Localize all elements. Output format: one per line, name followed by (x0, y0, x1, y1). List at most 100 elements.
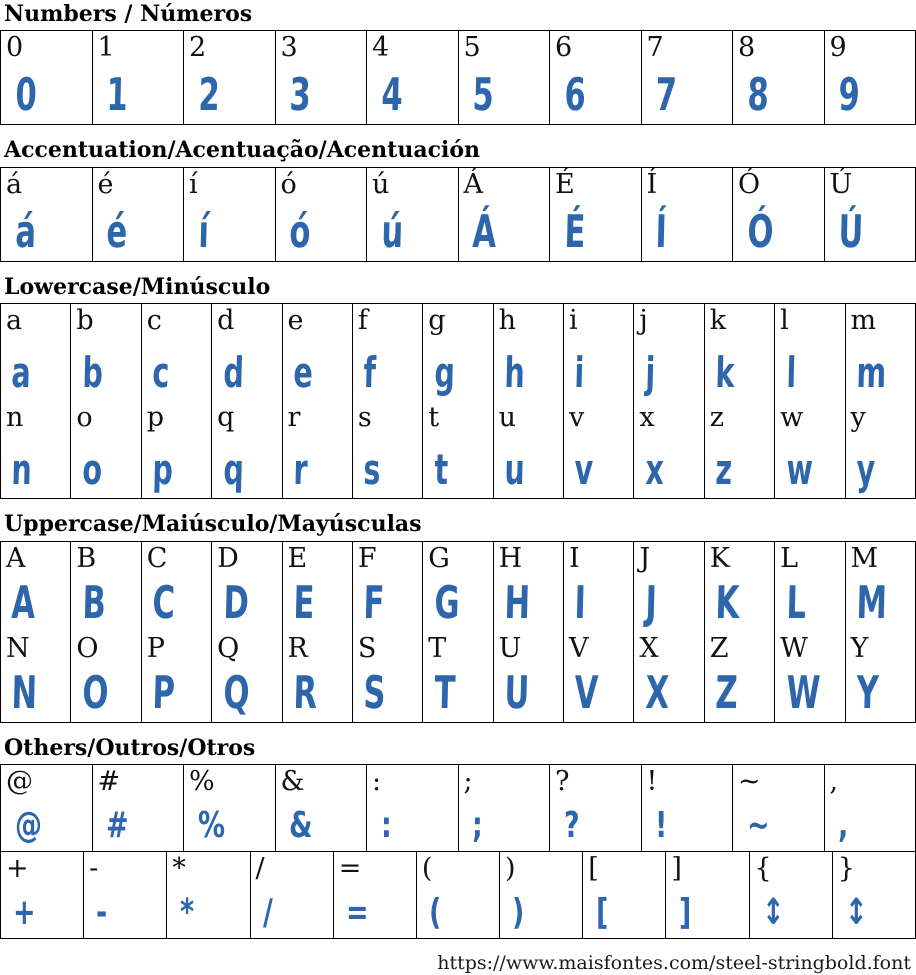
reference-character: P (146, 633, 165, 665)
font-preview-glyph: ~ (746, 805, 770, 847)
font-preview-glyph: 3 (288, 68, 312, 122)
font-preview-glyph: 9 (837, 68, 861, 122)
reference-character: } (837, 852, 855, 884)
reference-character: V (569, 633, 589, 665)
reference-character: p (146, 402, 165, 434)
font-preview-glyph: Ú (837, 204, 865, 258)
section-others: Others/Outros/Otros @ @ # #%% & &::;;??!! ~ ~,, +… (0, 735, 916, 939)
font-preview-glyph: í (197, 204, 210, 258)
reference-character: : (372, 766, 382, 798)
glyph-cell: & & (274, 764, 367, 853)
reference-character: ! (646, 766, 658, 798)
font-preview-glyph: L (785, 575, 807, 629)
font-preview-glyph: R (292, 666, 318, 720)
glyph-cell: # # (91, 764, 184, 853)
glyph-cell: [[ (582, 850, 667, 939)
reference-character: B (76, 542, 97, 574)
font-preview-glyph: ú (380, 204, 404, 258)
glyph-cell: * * (166, 850, 251, 939)
font-preview-glyph: D (222, 575, 250, 629)
reference-character: 3 (280, 32, 298, 64)
font-preview-glyph: ; (472, 805, 483, 847)
font-preview-glyph: k (715, 347, 736, 397)
font-preview-glyph: s (363, 445, 382, 495)
font-preview-glyph: Q (222, 666, 250, 720)
font-preview-glyph: B (81, 575, 107, 629)
reference-character: E (287, 542, 308, 574)
font-preview-glyph: H (503, 575, 531, 629)
reference-character: ) (505, 852, 516, 884)
reference-character: v (569, 402, 585, 434)
font-preview-glyph: Z (715, 666, 739, 720)
font-preview-glyph: x (644, 445, 665, 495)
reference-character: j (639, 304, 648, 336)
font-preview-glyph: ] (678, 891, 692, 933)
glyph-cell: {↕ (748, 850, 833, 939)
font-preview-glyph: O (81, 666, 109, 720)
section-numbers: Numbers / Números 0 0 1 1 2 2 3 3 4 4 5 5 6 6 7 7 8 8 9 9 (0, 1, 916, 126)
font-preview-glyph: a (11, 347, 32, 397)
font-preview-glyph: 7 (654, 68, 678, 122)
font-preview-glyph: P (152, 666, 176, 720)
reference-character: T (428, 633, 447, 665)
reference-character: J (639, 542, 651, 574)
reference-character: H (498, 542, 523, 574)
font-preview-glyph: p (152, 445, 174, 495)
reference-character: 7 (646, 32, 664, 64)
reference-character: w (780, 402, 804, 434)
section-lowercase: Lowercase/Minúsculo a a b b c c d d e e f f g g h h i i j j k… (0, 274, 916, 500)
reference-character: @ (6, 766, 33, 798)
reference-character: + (6, 852, 29, 884)
reference-character: ] (671, 852, 682, 884)
reference-character: L (780, 542, 799, 574)
reference-character: O (76, 633, 99, 665)
font-preview-glyph: á (14, 204, 37, 258)
glyph-cell: / / (249, 850, 334, 939)
font-preview-glyph: q (222, 445, 245, 495)
reference-character: f (357, 304, 368, 336)
footer-url: https://www.maisfontes.com/steel-stringb… (437, 951, 911, 974)
font-preview-glyph: ó (288, 204, 312, 258)
font-preview-glyph: E (292, 575, 315, 629)
reference-character: 1 (97, 32, 115, 64)
reference-character: - (89, 852, 99, 884)
table-row: @ @ # #%% & &::;;??!! ~ ~,, (0, 764, 916, 853)
reference-character: G (428, 542, 450, 574)
reference-character: & (280, 766, 305, 798)
font-preview-glyph: S (363, 666, 387, 720)
reference-character: Ó (738, 168, 761, 200)
font-preview-glyph: é (105, 204, 128, 258)
